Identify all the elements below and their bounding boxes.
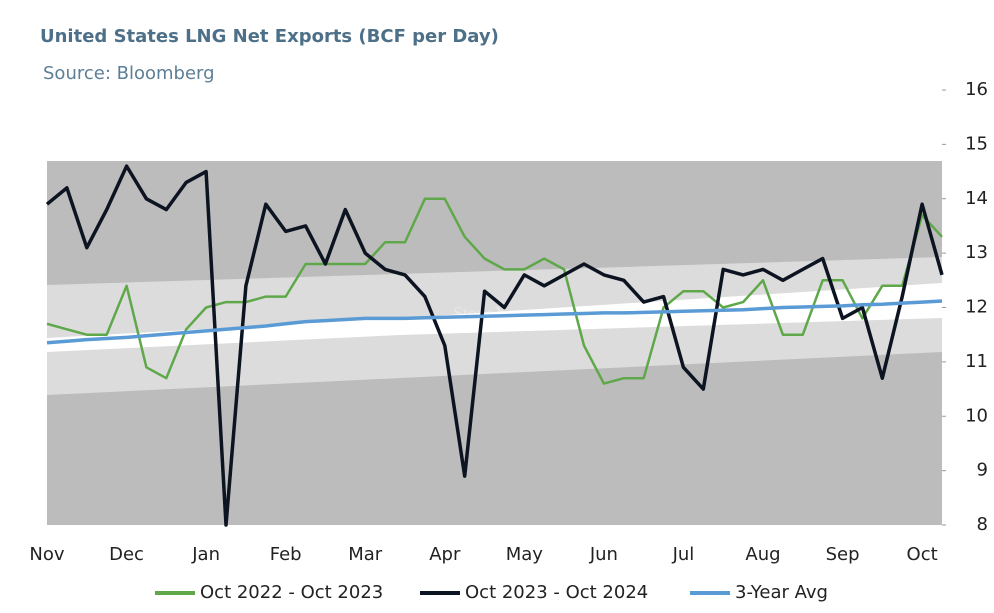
- x-tick-label: Mar: [348, 544, 383, 565]
- chart-subtitle: Source: Bloomberg: [43, 63, 215, 84]
- y-tick-label: 16: [965, 79, 988, 100]
- x-tick-label: Jul: [672, 544, 695, 565]
- x-tick-label: Sep: [826, 544, 860, 565]
- y-tick-label: 13: [965, 242, 988, 263]
- y-tick-label: 11: [965, 351, 988, 372]
- x-tick-label: Dec: [109, 544, 144, 565]
- chart-title: United States LNG Net Exports (BCF per D…: [40, 26, 499, 47]
- x-tick-label: Aug: [745, 544, 780, 565]
- x-tick-label: May: [506, 544, 544, 565]
- legend-label: 3-Year Avg: [735, 582, 828, 603]
- series-line: [46, 299, 943, 345]
- series-line: [46, 197, 943, 385]
- legend-label: Oct 2023 - Oct 2024: [465, 582, 648, 603]
- x-tick-label: Oct: [907, 544, 938, 565]
- y-tick-label: 12: [965, 297, 988, 318]
- y-tick-label: 8: [977, 514, 988, 535]
- x-tick-label: Nov: [29, 544, 64, 565]
- x-tick-label: Feb: [270, 544, 302, 565]
- x-tick-label: Apr: [429, 544, 461, 565]
- y-tick-label: 14: [965, 188, 988, 209]
- legend-label: Oct 2022 - Oct 2023: [200, 582, 383, 603]
- y-tick-label: 10: [965, 405, 988, 426]
- x-tick-label: Jun: [589, 544, 618, 565]
- series-line: [45, 164, 944, 527]
- y-tick-label: 15: [965, 133, 988, 154]
- y-tick-label: 9: [977, 460, 988, 481]
- x-tick-label: Jan: [191, 544, 220, 565]
